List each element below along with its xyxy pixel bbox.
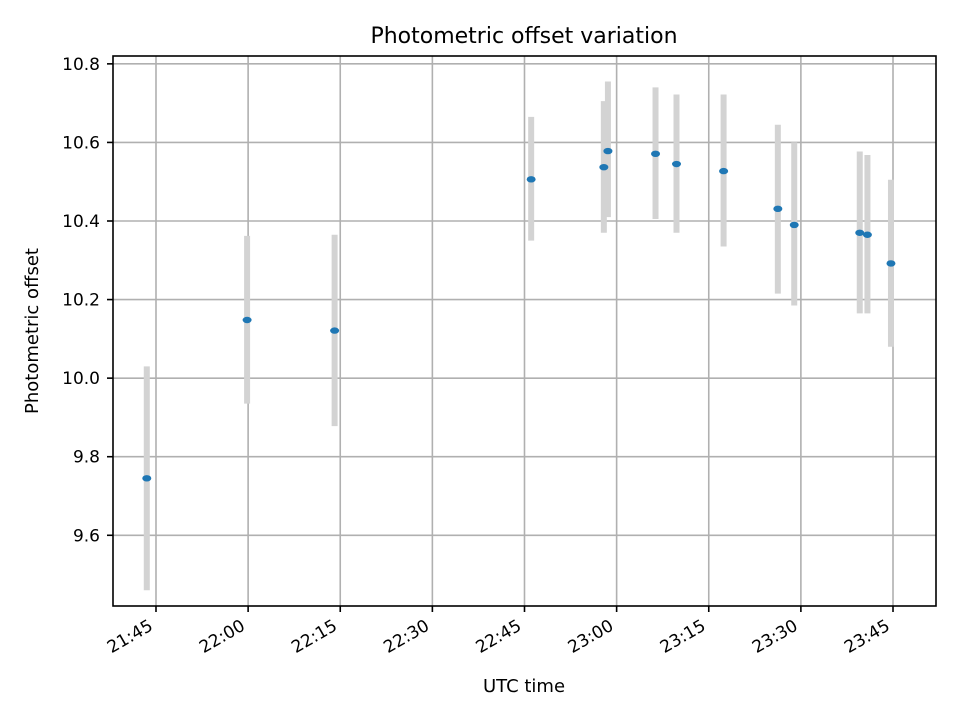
data-point	[242, 316, 252, 324]
x-tick-label: 23:30	[749, 616, 801, 658]
x-tick-label: 22:00	[196, 616, 248, 658]
x-tick-label: 23:00	[565, 616, 617, 658]
x-axis-label: UTC time	[483, 676, 565, 697]
data-point	[789, 221, 799, 229]
data-point	[855, 229, 865, 236]
y-tick-label: 10.2	[62, 291, 100, 311]
error-bars	[143, 81, 894, 591]
data-point	[330, 327, 340, 334]
y-tick-label: 9.6	[73, 526, 100, 546]
data-point	[773, 205, 783, 213]
x-tick-label: 23:45	[841, 616, 893, 658]
data-point	[672, 160, 682, 168]
x-tick-label: 22:45	[473, 616, 525, 658]
y-axis-ticks: 9.6 9.8 10.0 10.2 10.4 10.6 10.8	[62, 55, 113, 546]
data-point	[599, 163, 609, 171]
data-point	[862, 231, 872, 238]
data-point	[526, 176, 536, 183]
x-axis-ticks: 21:45 22:00 22:15 22:30 22:45 23:00 23:15 23:30…	[104, 606, 894, 658]
y-tick-label: 10.8	[62, 55, 100, 75]
x-tick-label: 21:45	[104, 616, 156, 658]
y-tick-label: 10.4	[62, 212, 100, 232]
y-tick-label: 9.8	[73, 448, 100, 468]
data-point	[651, 150, 661, 158]
x-tick-label: 22:30	[380, 616, 432, 658]
y-axis-label: Photometric offset	[22, 248, 43, 414]
grid-lines	[113, 56, 936, 606]
data-point	[603, 147, 613, 155]
x-tick-label: 22:15	[288, 616, 340, 658]
y-tick-label: 10.0	[62, 369, 100, 389]
y-tick-label: 10.6	[62, 133, 100, 153]
x-tick-label: 23:15	[657, 616, 709, 658]
data-point	[142, 475, 152, 482]
data-point	[886, 260, 896, 267]
chart-title: Photometric offset variation	[370, 24, 677, 49]
data-points	[142, 147, 896, 482]
data-point	[719, 167, 729, 175]
